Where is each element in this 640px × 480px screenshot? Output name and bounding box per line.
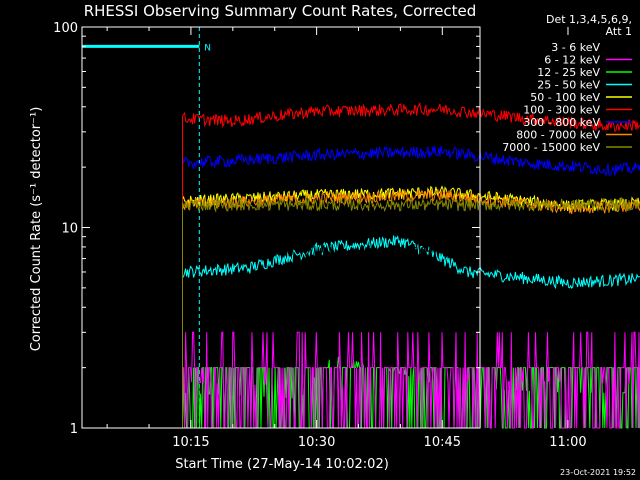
legend-label-2: 12 - 25 keV bbox=[537, 66, 600, 79]
series-line-7 bbox=[182, 188, 640, 428]
legend-label-1: 6 - 12 keV bbox=[544, 54, 600, 67]
legend-label-6: 300 - 800 keV bbox=[523, 116, 600, 129]
legend-header-1: Att 1 bbox=[606, 25, 632, 38]
y-tick-label-2: 100 bbox=[53, 21, 78, 36]
series-line-1 bbox=[182, 331, 640, 429]
legend-label-7: 800 - 7000 keV bbox=[516, 129, 600, 142]
legend-label-3: 25 - 50 keV bbox=[537, 79, 600, 92]
x-tick-label-1: 10:30 bbox=[298, 435, 335, 450]
x-tick-label-0: 10:15 bbox=[172, 435, 209, 450]
series-line-6 bbox=[182, 145, 640, 428]
y-tick-label-0: 1 bbox=[70, 422, 78, 437]
series-line-0 bbox=[182, 243, 640, 428]
x-axis-label: Start Time (27-May-14 10:02:02) bbox=[175, 457, 389, 472]
series-line-5 bbox=[182, 101, 640, 428]
legend-label-0: 3 - 6 keV bbox=[551, 41, 600, 54]
series-line-8 bbox=[182, 197, 640, 428]
legend-header-0: Det 1,3,4,5,6,9, bbox=[546, 13, 632, 26]
x-tick-label-3: 11:00 bbox=[549, 435, 586, 450]
date-stamp: 23-Oct-2021 19:52 bbox=[560, 468, 636, 477]
y-axis-label: Corrected Count Rate (s⁻¹ detector⁻¹) bbox=[29, 107, 44, 352]
x-tick-label-2: 10:45 bbox=[424, 435, 461, 450]
legend-label-5: 100 - 300 keV bbox=[523, 104, 600, 117]
legend-label-8: 7000 - 15000 keV bbox=[502, 141, 600, 154]
annotation-0: N bbox=[204, 43, 211, 53]
chart-title: RHESSI Observing Summary Count Rates, Co… bbox=[84, 2, 477, 20]
series-line-3 bbox=[182, 234, 640, 428]
y-tick-label-1: 10 bbox=[61, 222, 78, 237]
legend-label-4: 50 - 100 keV bbox=[530, 91, 600, 104]
